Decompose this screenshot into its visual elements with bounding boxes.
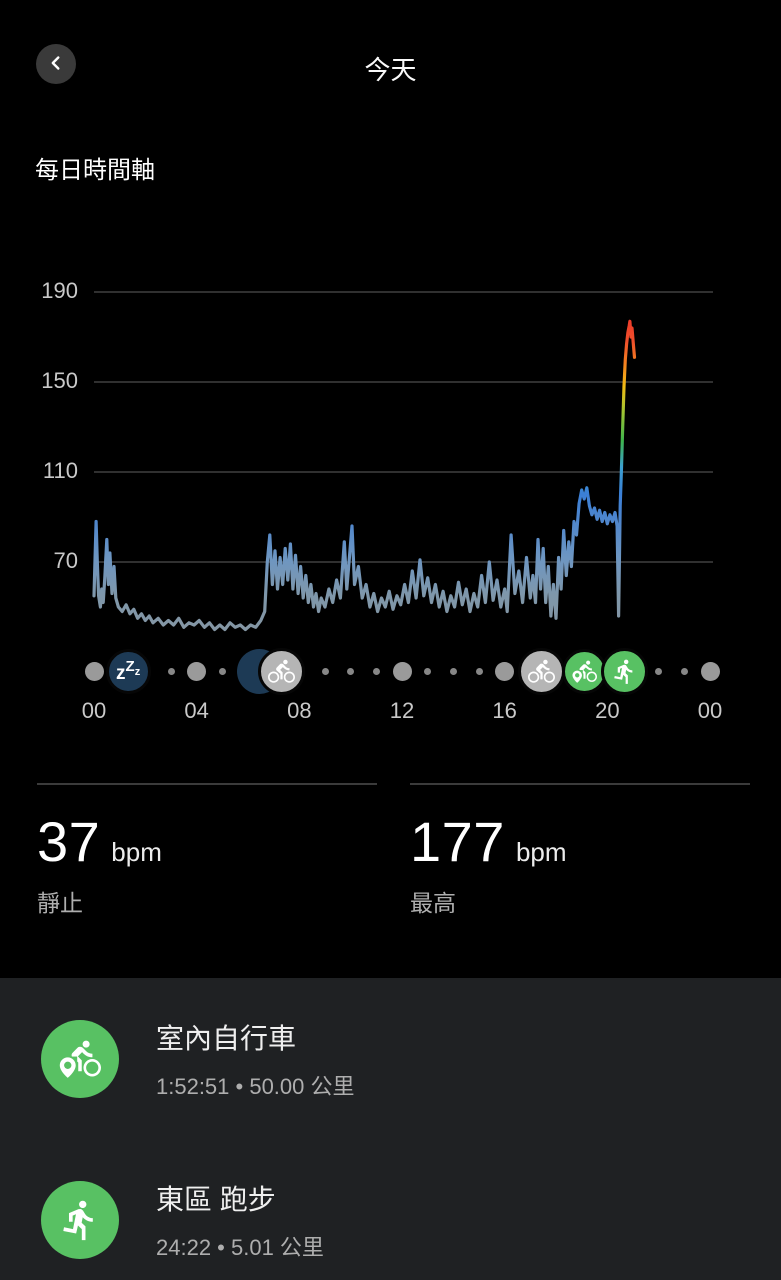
x-tick-label-4: 04 xyxy=(184,698,209,723)
sleep-marker[interactable]: zZz xyxy=(105,648,151,694)
back-button[interactable] xyxy=(36,44,76,84)
y-tick-label-190: 190 xyxy=(41,277,78,303)
x-tick-label-20: 20 xyxy=(595,698,620,723)
indoor-cycling-marker[interactable] xyxy=(561,648,607,694)
timeline-dot xyxy=(167,667,175,675)
x-tick-label-24: 00 xyxy=(697,698,723,723)
indoor-cycling-icon xyxy=(41,1019,119,1098)
timeline-dot xyxy=(347,667,355,675)
chevron-left-icon xyxy=(45,52,67,77)
cycling-icon xyxy=(528,658,556,685)
running-marker[interactable] xyxy=(600,647,648,695)
timeline-dot xyxy=(187,661,207,681)
timeline-dot xyxy=(475,667,483,675)
heart-rate-chart[interactable] xyxy=(0,270,781,650)
cycling-icon xyxy=(267,658,295,685)
activity-title: 室內自行車 xyxy=(156,1022,297,1054)
indoor-cycling-icon xyxy=(571,659,597,684)
y-tick-label-70: 70 xyxy=(53,547,78,573)
x-tick-label-16: 16 xyxy=(492,698,517,723)
max-hr-value: 177 xyxy=(410,810,505,873)
heart-rate-stats: 37 bpm 靜止 177 bpm 最高 xyxy=(37,783,750,918)
activity-title: 東區 跑步 xyxy=(156,1183,276,1215)
running-icon xyxy=(41,1180,119,1259)
y-tick-label-150: 150 xyxy=(41,367,78,393)
max-hr-stat: 177 bpm 最高 xyxy=(410,783,750,918)
activity-list-item[interactable]: 室內自行車 1:52:51 • 50.00 公里 xyxy=(0,978,781,1139)
activity-list: 室內自行車 1:52:51 • 50.00 公里東區 跑步 24:22 • 5.01… xyxy=(0,978,781,1280)
timeline-dot xyxy=(392,661,412,681)
timeline-dot xyxy=(700,661,720,681)
sleep-zzz-glyph: zZz xyxy=(116,658,141,684)
resting-hr-label: 靜止 xyxy=(37,890,83,916)
timeline-dot xyxy=(655,667,663,675)
activity-subtitle: 24:22 • 5.01 公里 xyxy=(156,1234,324,1260)
timeline-dot xyxy=(424,667,432,675)
activity-list-item[interactable]: 東區 跑步 24:22 • 5.01 公里 xyxy=(0,1139,781,1280)
timeline-dot xyxy=(449,667,457,675)
resting-hr-stat: 37 bpm 靜止 xyxy=(37,783,377,918)
x-tick-label-8: 08 xyxy=(287,698,312,723)
timeline-dot xyxy=(84,661,104,681)
daily-timeline-heading: 每日時間軸 xyxy=(35,157,155,184)
x-tick-label-0: 00 xyxy=(81,698,107,723)
timeline-dot xyxy=(495,661,515,681)
activity-subtitle: 1:52:51 • 50.00 公里 xyxy=(156,1073,355,1099)
timeline-dot xyxy=(680,667,688,675)
x-tick-label-12: 12 xyxy=(389,698,415,723)
page-title: 今天 xyxy=(364,55,417,85)
timeline-dot xyxy=(372,667,380,675)
resting-hr-value: 37 xyxy=(37,810,101,873)
running-icon xyxy=(611,658,638,685)
cycling-marker[interactable] xyxy=(518,647,566,695)
timeline-dot xyxy=(321,667,329,675)
max-hr-unit: bpm xyxy=(515,837,567,867)
cycling-marker[interactable] xyxy=(257,647,305,695)
y-tick-label-110: 110 xyxy=(42,457,78,483)
timeline-dot xyxy=(218,667,226,675)
max-hr-label: 最高 xyxy=(410,890,456,916)
heart-rate-line xyxy=(92,319,637,632)
resting-hr-unit: bpm xyxy=(111,837,162,867)
